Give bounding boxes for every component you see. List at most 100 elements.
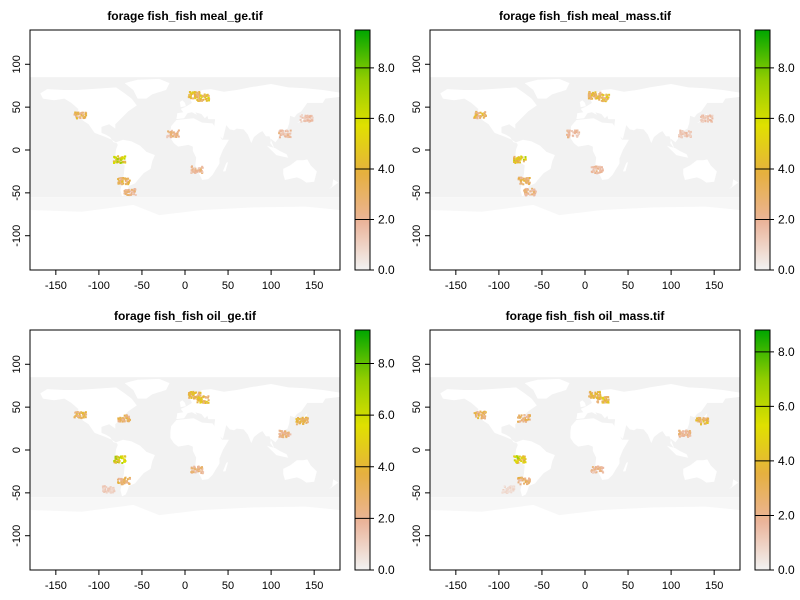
hotspot-cell [191,93,194,95]
land-madagascar [622,162,629,172]
colorbar-tick-label: 6.0 [778,111,795,125]
hotspot-cell [697,417,700,420]
hotspot-cell [480,414,483,417]
hotspot-cell [77,411,80,414]
hotspot-cell [124,191,127,194]
hotspot-cell [200,398,203,401]
hotspot-cell [598,395,601,398]
hotspot-cell [206,93,209,96]
hotspot-cell [82,413,84,416]
hotspot-cell [598,93,601,95]
hotspot-cell [517,461,520,464]
hotspot-cell [302,422,305,425]
hotspot-cell [197,393,200,396]
hotspot-cell [681,131,684,134]
land-madagascar [222,162,229,172]
hotspot-cell [707,120,709,123]
x-tick-label: 50 [622,580,634,592]
hotspot-cell [122,182,125,185]
hotspot-cell [126,420,129,422]
hotspot-cell [602,466,605,469]
hotspot-cell [524,157,527,160]
hotspot-cell [520,181,523,184]
hotspot-cell [128,482,131,485]
land-africa [570,418,629,480]
land-madagascar [622,462,629,472]
hotspot-cell [700,423,702,426]
hotspot-cell [600,170,603,173]
hotspot-cell [107,488,110,491]
hotspot [190,165,204,174]
hotspot-cell [191,393,194,396]
hotspot-cell [133,190,136,193]
hotspot-cell [297,417,299,419]
land-antarctica [430,204,740,228]
y-tick-label: -100 [11,525,23,547]
hotspot-cell [114,455,117,458]
hotspot-cell [526,182,529,185]
hotspot-cell [484,417,486,420]
colorbar [754,329,771,571]
hotspot-cell [196,169,199,172]
hotspot-cell [121,455,124,458]
hotspot-cell [196,401,199,404]
hotspot-cell [115,461,117,464]
hotspot-cell [572,131,575,134]
hotspot-cell [280,434,283,437]
hotspot-cell [608,93,611,96]
hotspot-cell [305,416,308,419]
hotspot-cell [605,94,608,97]
hotspot-cell [484,115,487,117]
hotspot-cell [602,94,605,97]
hotspot-cell [525,189,528,192]
hotspot-cell [287,434,289,437]
x-tick-label: -150 [45,580,67,592]
hotspot-cell [84,416,87,419]
hotspot-cell [306,419,309,422]
hotspot-cell [123,480,125,482]
hotspot-cell [516,460,519,463]
colorbar-tick-label: 0.0 [778,263,795,277]
land-eurasia [576,384,740,450]
hotspot-cell [207,396,209,399]
hotspot-cell [594,466,597,468]
hotspot-cell [85,413,88,416]
hotspot-cell [302,419,305,422]
hotspot-cell [202,401,205,404]
hotspot-cell [190,97,193,100]
hotspot-cell [193,395,196,398]
hotspot-cell [589,390,592,393]
hotspot-cell [678,434,681,437]
hotspot [190,465,205,475]
y-tick-label: -100 [11,225,23,247]
hotspot-cell [517,481,520,484]
hotspot-cell [520,414,523,417]
hotspot-cell [592,166,594,169]
hotspot-cell [198,169,201,172]
hotspot-cell [592,170,595,173]
panel-title: forage fish_fish oil_ge.tif [114,309,257,323]
hotspot-cell [516,456,519,459]
hotspot-cell [523,478,525,481]
hotspot-cell [520,157,523,160]
hotspot-cell [520,176,523,179]
hotspot-cell [529,190,532,193]
hotspot-cell [705,420,708,423]
panel-1: forage fish_fish meal_ge.tif -150 -100 -50 0… [11,9,395,292]
hotspot-cell [594,470,597,473]
hotspot-cell [117,478,119,481]
hotspot-cell [191,391,194,394]
hotspot-cell [304,419,307,422]
hotspot-cell [201,171,204,174]
hotspot-cell [105,486,108,489]
colorbar-tick-label: 4.0 [378,162,395,176]
hotspot-cell [113,162,115,164]
hotspot-cell [188,96,191,99]
hotspot-cell [711,117,714,120]
hotspot-cell [194,471,197,474]
hotspot-cell [533,194,536,197]
hotspot-cell [122,160,125,163]
hotspot-cell [303,421,305,424]
hotspot-cell [571,134,574,137]
hotspot-cell [103,491,106,493]
